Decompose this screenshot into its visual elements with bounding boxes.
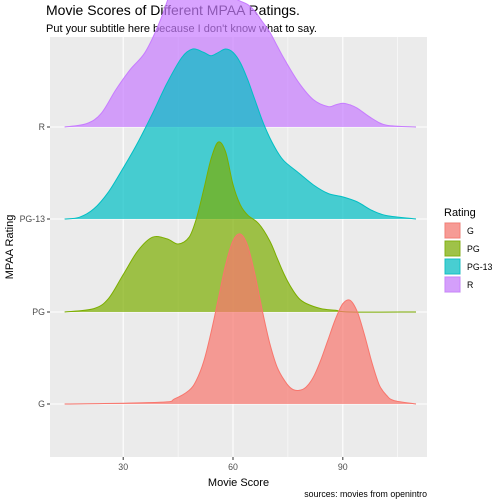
ridge-area-g <box>64 233 416 404</box>
legend-label-r: R <box>467 280 473 290</box>
ridge-pg <box>64 141 417 313</box>
chart-caption: sources: movies from openintro <box>304 489 427 499</box>
x-tick-label: 90 <box>338 462 348 472</box>
ridge-line-pg-13 <box>64 48 417 220</box>
legend-label-g: G <box>467 226 474 236</box>
y-axis-title: MPAA Rating <box>4 215 16 280</box>
ridge-line-g <box>64 233 417 405</box>
y-tick-label: G <box>38 399 45 409</box>
legend-swatch-g <box>444 222 461 239</box>
ridge-area-pg <box>64 141 416 313</box>
legend-swatch-pg <box>444 240 461 257</box>
y-tick-label: PG-13 <box>20 214 46 224</box>
legend-label-pg: PG <box>467 244 480 254</box>
x-tick-label: 30 <box>118 462 128 472</box>
ridge-pg-13 <box>64 48 417 220</box>
legend-label-pg-13: PG-13 <box>467 262 493 272</box>
x-axis-ticks: 30 60 90 <box>118 457 348 472</box>
density-ridges <box>64 0 417 405</box>
x-axis-title: Movie Score <box>208 477 269 489</box>
ridge-g <box>64 233 417 405</box>
ridge-area-pg-13 <box>64 48 416 219</box>
legend-title: Rating <box>444 207 476 219</box>
y-tick-label: R <box>39 122 45 132</box>
legend-swatch-pg-13 <box>444 258 461 275</box>
x-tick-label: 60 <box>228 462 238 472</box>
y-axis-ticks: G PG PG-13 R <box>20 122 50 409</box>
ridge-line-pg <box>64 141 417 313</box>
y-tick-label: PG <box>32 307 45 317</box>
legend-swatch-r <box>444 276 461 293</box>
legend: Rating G PG PG-13 R <box>444 207 493 293</box>
ridge-line-r <box>64 0 417 128</box>
